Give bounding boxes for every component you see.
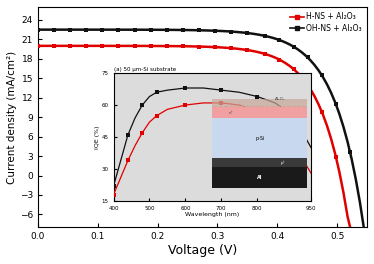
Point: [333, 102, 339, 106]
Point: [35, 44, 41, 48]
Point: [83, 27, 89, 32]
Point: [132, 44, 138, 48]
Point: [262, 52, 268, 56]
Point: [319, 73, 325, 77]
Point: [347, 230, 353, 234]
Point: [67, 27, 73, 32]
Point: [276, 58, 282, 62]
Point: [361, 232, 367, 236]
Point: [180, 28, 186, 32]
Point: [99, 44, 105, 48]
Point: [116, 44, 122, 48]
Point: [67, 44, 73, 48]
Point: [244, 31, 250, 35]
Point: [99, 27, 105, 32]
Point: [196, 44, 202, 49]
X-axis label: Voltage (V): Voltage (V): [168, 244, 237, 257]
Point: [164, 44, 170, 48]
Point: [305, 55, 311, 60]
Point: [148, 44, 154, 48]
Point: [291, 67, 297, 71]
Point: [212, 45, 218, 49]
Point: [148, 28, 154, 32]
Point: [361, 227, 367, 232]
Point: [180, 44, 186, 48]
Point: [35, 27, 41, 32]
Y-axis label: Current density (mA/cm²): Current density (mA/cm²): [7, 51, 17, 184]
Point: [116, 27, 122, 32]
Point: [291, 45, 297, 49]
Point: [244, 48, 250, 52]
Point: [83, 44, 89, 48]
Point: [347, 149, 353, 154]
Point: [164, 28, 170, 32]
Point: [51, 27, 57, 32]
Point: [212, 29, 218, 33]
Point: [262, 34, 268, 38]
Point: [228, 30, 234, 34]
Point: [276, 38, 282, 42]
Point: [305, 83, 311, 87]
Point: [51, 44, 57, 48]
Point: [132, 28, 138, 32]
Point: [319, 110, 325, 114]
Legend: H-NS + Al₂O₃, OH-NS + Al₂O₃: H-NS + Al₂O₃, OH-NS + Al₂O₃: [288, 11, 363, 34]
Point: [196, 28, 202, 32]
Point: [333, 154, 339, 159]
Point: [228, 46, 234, 50]
